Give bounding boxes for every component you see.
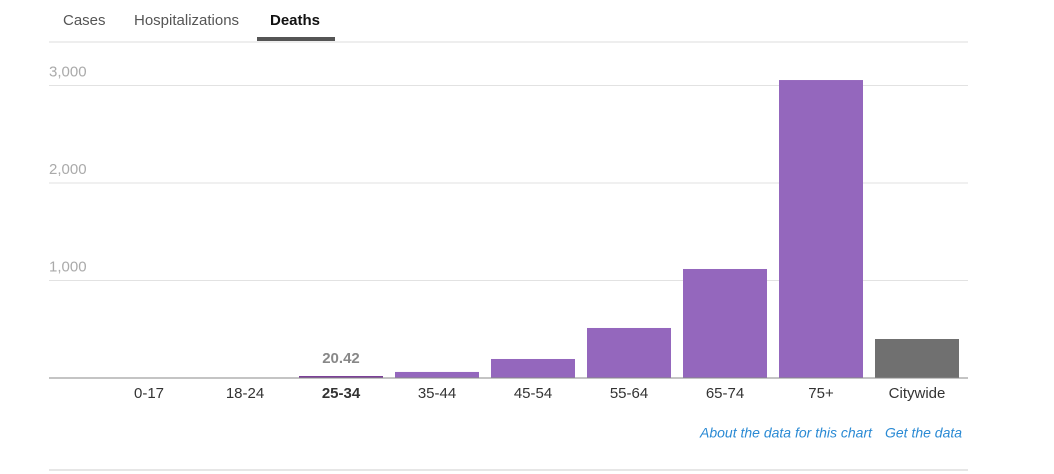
tab[interactable]: Hospitalizations xyxy=(134,12,239,29)
value-label: 20.42 xyxy=(322,350,360,367)
bar xyxy=(779,80,863,378)
x-tick-label: 25-34 xyxy=(322,385,361,402)
y-tick-label: 3,000 xyxy=(49,63,87,80)
x-tick-label: 55-64 xyxy=(610,385,648,402)
y-tick-label: 2,000 xyxy=(49,161,87,178)
x-tick-label: 65-74 xyxy=(706,385,744,402)
clip-cover xyxy=(0,442,1054,474)
bar xyxy=(875,339,959,378)
x-tick-label: Citywide xyxy=(889,385,946,402)
plot: 1,000 2,000 3,000 0-17 18-24 25-34 20.42 35-44 4… xyxy=(49,63,968,402)
x-tick-label: 75+ xyxy=(808,385,834,402)
tab-indicator xyxy=(257,37,335,41)
bar xyxy=(587,327,671,378)
x-tick-label: 18-24 xyxy=(226,385,264,402)
bar xyxy=(395,371,479,378)
x-tick-label: 45-54 xyxy=(514,385,552,402)
x-tick-label: 0-17 xyxy=(134,385,164,402)
link[interactable]: About the data for this chart xyxy=(699,425,873,441)
bar xyxy=(683,268,767,378)
tab-active[interactable]: Deaths xyxy=(270,12,320,29)
link[interactable]: Get the data xyxy=(885,425,962,441)
bar xyxy=(491,358,575,378)
bar xyxy=(299,376,383,378)
y-tick-label: 1,000 xyxy=(49,258,87,275)
x-tick-label: 35-44 xyxy=(418,385,456,402)
tab[interactable]: Cases xyxy=(63,12,106,29)
